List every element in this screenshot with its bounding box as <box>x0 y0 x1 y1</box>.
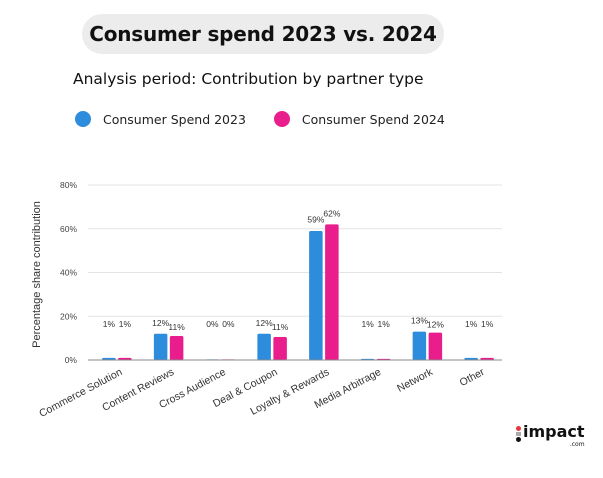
x-tick-label: Network <box>395 366 435 395</box>
bar-2023 <box>153 333 168 360</box>
y-tick-label: 60% <box>60 224 77 234</box>
chart-legend: Consumer Spend 2023 Consumer Spend 2024 <box>75 111 473 127</box>
bar-2023 <box>412 331 427 360</box>
legend-label-2024: Consumer Spend 2024 <box>301 111 445 127</box>
data-label-2023: 0% <box>206 319 219 329</box>
legend-dot-2024 <box>273 111 290 127</box>
x-tick-label: Commerce Solution <box>37 366 124 420</box>
impact-logo-suffix: .com <box>569 441 585 448</box>
bar-2024 <box>118 357 132 360</box>
data-label-2024: 1% <box>377 319 390 329</box>
chart-title: Consumer spend 2023 vs. 2024 <box>89 22 437 46</box>
data-label-2023: 12% <box>152 318 169 328</box>
legend-dot-2023 <box>75 111 91 127</box>
bar-2024 <box>169 335 184 360</box>
data-label-2024: 11% <box>272 322 289 332</box>
legend-item-2023: Consumer Spend 2023 <box>75 111 246 127</box>
y-tick-label: 40% <box>60 268 77 278</box>
data-label-2023: 13% <box>411 316 428 326</box>
data-label-2023: 12% <box>256 318 273 328</box>
chart-title-pill: Consumer spend 2023 vs. 2024 <box>82 14 444 54</box>
bar-2023 <box>309 230 323 360</box>
data-label-2024: 12% <box>427 320 444 330</box>
chart-subtitle: Analysis period: Contribution by partner… <box>73 70 424 88</box>
y-tick-label: 20% <box>60 311 77 321</box>
impact-logo-word: impact <box>523 422 585 441</box>
data-label-2024: 11% <box>168 322 185 332</box>
y-axis-label: Percentage share contribution <box>31 201 43 348</box>
data-label-2023: 1% <box>103 319 116 329</box>
bar-2024 <box>273 337 287 360</box>
data-label-2023: 1% <box>361 319 374 329</box>
bar-2023 <box>257 333 271 360</box>
data-label-2024: 0% <box>222 319 235 329</box>
impact-logo-icon <box>516 426 521 442</box>
y-tick-label: 80% <box>60 180 77 190</box>
legend-label-2023: Consumer Spend 2023 <box>103 111 246 127</box>
legend-item-2024: Consumer Spend 2024 <box>273 111 445 127</box>
data-label-2023: 59% <box>307 214 324 224</box>
bar-2023 <box>464 357 478 360</box>
data-label-2024: 1% <box>481 319 494 329</box>
bar-2024 <box>480 357 494 360</box>
data-label-2023: 1% <box>465 319 478 329</box>
impact-logo: impact .com <box>516 422 585 448</box>
bar-2024 <box>325 224 339 360</box>
y-tick-label: 0% <box>65 355 78 365</box>
x-tick-label: Other <box>458 366 487 389</box>
bar-2024 <box>428 332 443 360</box>
bar-2023 <box>102 357 116 360</box>
data-label-2024: 62% <box>323 208 340 218</box>
data-label-2024: 1% <box>119 319 132 329</box>
